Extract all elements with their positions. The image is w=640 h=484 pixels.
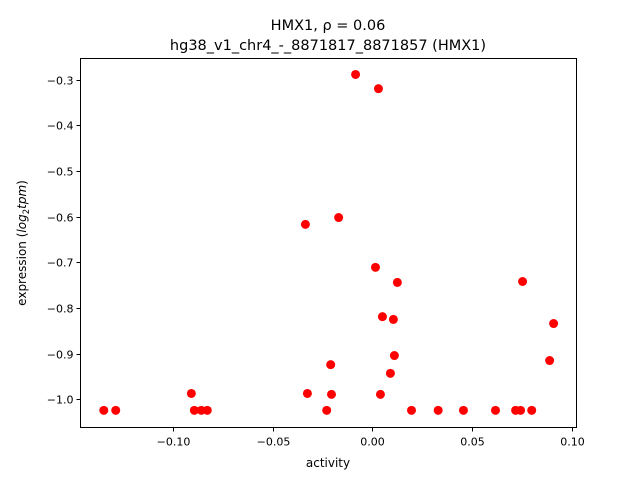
data-point: [370, 262, 380, 272]
points-layer: [99, 69, 559, 415]
data-point: [326, 389, 336, 399]
y-tick-label: −0.7: [47, 257, 74, 270]
data-point: [389, 351, 399, 361]
data-point: [392, 277, 402, 287]
y-axis: −1.0 −0.9 −0.8 −0.7 −0.6 −0.5 −0.4 −0.3: [47, 75, 81, 407]
x-tick-label: 0.00: [360, 436, 385, 449]
data-point: [406, 405, 416, 415]
y-tick-label: −0.5: [47, 166, 74, 179]
data-point: [334, 213, 344, 223]
y-axis-label: expression (log2tpm): [15, 180, 32, 306]
data-point: [527, 405, 537, 415]
y-tick-label: −0.9: [47, 349, 74, 362]
data-point: [549, 319, 559, 329]
plot-frame: [80, 58, 577, 428]
data-point: [545, 356, 555, 366]
data-point: [202, 405, 212, 415]
x-tick-label: −0.10: [157, 436, 191, 449]
chart-title-line2: hg38_v1_chr4_-_8871817_8871857 (HMX1): [170, 38, 486, 54]
y-tick-label: −1.0: [47, 394, 74, 407]
data-point: [373, 84, 383, 94]
data-point: [458, 405, 468, 415]
data-point: [111, 405, 121, 415]
data-point: [490, 405, 500, 415]
data-point: [377, 312, 387, 322]
y-tick-label: −0.8: [47, 303, 74, 316]
data-point: [326, 360, 336, 370]
x-tick-label: 0.05: [460, 436, 485, 449]
data-point: [518, 276, 528, 286]
data-point: [388, 314, 398, 324]
y-tick-label: −0.3: [47, 75, 74, 88]
data-point: [99, 405, 109, 415]
data-point: [375, 389, 385, 399]
data-point: [385, 368, 395, 378]
x-tick-label: 0.10: [560, 436, 585, 449]
data-point: [300, 219, 310, 229]
x-tick-label: −0.05: [257, 436, 291, 449]
data-point: [186, 388, 196, 398]
data-point: [189, 405, 199, 415]
chart-title-line1: HMX1, ρ = 0.06: [271, 18, 386, 34]
data-point: [516, 405, 526, 415]
x-axis: −0.10 −0.05 0.00 0.05 0.10: [157, 427, 585, 449]
data-point: [322, 405, 332, 415]
x-axis-label: activity: [306, 456, 350, 470]
data-point: [302, 388, 312, 398]
y-tick-label: −0.6: [47, 212, 74, 225]
y-tick-label: −0.4: [47, 120, 74, 133]
data-point: [351, 69, 361, 79]
data-point: [433, 405, 443, 415]
